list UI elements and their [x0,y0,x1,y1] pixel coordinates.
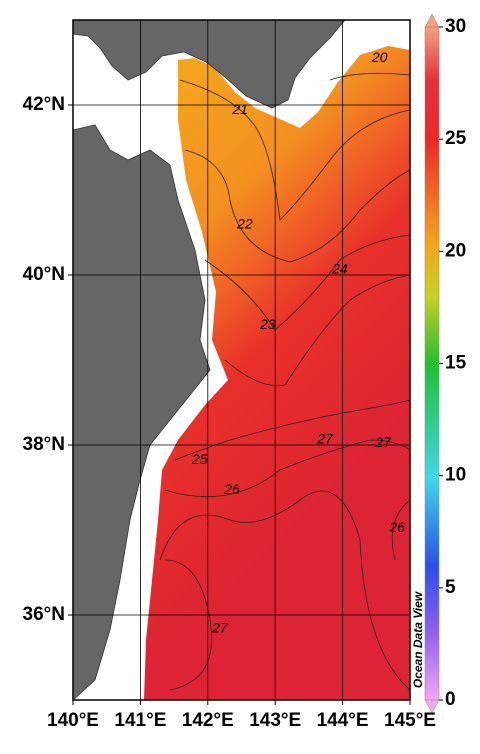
contour-label: 25 [191,451,208,467]
contour-label: 22 [236,216,253,232]
contour-label: 23 [259,316,276,332]
colorbar-max-arrow [424,13,440,28]
contour-label: 26 [388,519,405,535]
y-tick-label: 42°N [23,94,65,115]
colorbar-scale [424,26,440,701]
watermark: Ocean Data View [411,591,425,688]
contour-line [159,490,410,691]
grid [73,20,410,700]
contour-line [174,399,410,461]
land-honshu [73,124,211,700]
contour-labels: 20 21 22 24 23 25 26 27 27 26 27 [191,49,405,635]
colorbar-tick-label: 0 [445,689,456,710]
contour-line [391,499,410,561]
axes: 140°E 141°E 142°E 143°E 144°E 145°E 36°N 38°N 40… [23,94,436,731]
contour-label: 26 [223,481,240,497]
x-tick-label: 141°E [114,710,166,731]
colorbar-tick-label: 15 [445,353,467,374]
y-tick-label: 38°N [23,434,65,455]
map-area: 20 21 22 24 23 25 26 27 27 26 27 [73,20,410,700]
colorbar-min-arrow [424,699,440,714]
y-tick-label: 36°N [23,604,65,625]
map-frame [72,19,411,701]
contour-line [329,72,410,81]
contour-line [164,439,410,498]
x-tick-label: 142°E [182,710,234,731]
x-tick-label: 143°E [249,710,301,731]
contour-label: 27 [316,431,334,447]
contours [159,72,410,691]
contour-label: 24 [331,261,348,277]
x-tick-label: 140°E [47,710,99,731]
contour-label: 27 [374,434,392,450]
colorbar-tick-label: 25 [445,128,467,149]
colorbar-tick-label: 30 [445,16,466,37]
contour-line [204,234,410,331]
contour-line [184,149,410,263]
contour-label: 20 [371,49,388,65]
contour-line [179,79,410,221]
colorbar-tick-label: 20 [445,240,466,261]
y-tick-label: 40°N [23,264,65,285]
contour-label: 27 [211,619,229,635]
x-tick-label: 144°E [317,710,369,731]
x-tick-label: 145°E [384,710,436,731]
colorbar-tick-label: 10 [445,465,466,486]
colorbar-tick-label: 5 [445,577,456,598]
contour-label: 21 [231,101,248,117]
contour-line [224,274,410,387]
land-hokkaido [73,20,346,109]
colorbar: 0 5 10 15 20 25 30 [424,13,467,714]
contour-line [164,559,213,691]
ocean-field [144,46,410,700]
